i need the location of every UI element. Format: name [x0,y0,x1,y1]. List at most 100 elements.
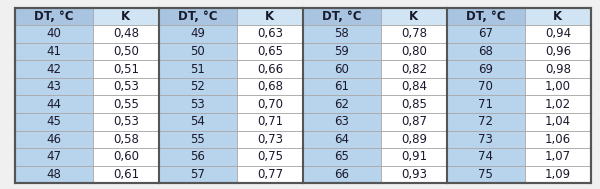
Text: 65: 65 [334,150,349,163]
Bar [381,8,447,25]
Text: 72: 72 [478,115,493,128]
Bar [159,113,237,131]
Bar [15,148,93,166]
Text: 0,94: 0,94 [545,27,571,40]
Text: 0,71: 0,71 [257,115,283,128]
Bar [303,148,381,166]
Text: K: K [553,10,562,23]
Text: 57: 57 [190,168,205,181]
Bar [237,43,303,60]
Text: 0,91: 0,91 [401,150,427,163]
Bar [15,60,93,78]
Bar [237,60,303,78]
Text: 51: 51 [190,63,205,76]
Text: K: K [265,10,274,23]
Text: 0,50: 0,50 [113,45,139,58]
Text: 0,75: 0,75 [257,150,283,163]
Bar [15,43,93,60]
Text: 0,65: 0,65 [257,45,283,58]
Bar [93,43,159,60]
Text: 1,00: 1,00 [545,80,571,93]
Bar [303,95,381,113]
Bar [159,60,237,78]
Text: 55: 55 [191,133,205,146]
Text: 0,77: 0,77 [257,168,283,181]
Bar [447,78,525,95]
Text: 49: 49 [190,27,205,40]
Bar [93,166,159,183]
Text: 0,60: 0,60 [113,150,139,163]
Bar [381,43,447,60]
Text: 74: 74 [478,150,493,163]
Bar [381,78,447,95]
Bar [303,78,381,95]
Text: 0,98: 0,98 [545,63,571,76]
Text: 0,96: 0,96 [545,45,571,58]
Text: 42: 42 [46,63,61,76]
Bar [93,60,159,78]
Bar [447,8,525,25]
Text: 63: 63 [334,115,349,128]
Text: 0,80: 0,80 [401,45,427,58]
Text: 0,93: 0,93 [401,168,427,181]
Bar [93,8,159,25]
Text: 43: 43 [46,80,61,93]
Bar [303,113,381,131]
Text: 54: 54 [190,115,205,128]
Bar [237,95,303,113]
Bar [93,131,159,148]
Text: 0,89: 0,89 [401,133,427,146]
Bar [159,78,237,95]
Text: 46: 46 [46,133,61,146]
Text: 70: 70 [478,80,493,93]
Text: 45: 45 [46,115,61,128]
Bar [237,113,303,131]
Bar [159,43,237,60]
Text: DT, °C: DT, °C [322,10,362,23]
Bar [15,25,93,43]
Bar [381,25,447,43]
Text: 44: 44 [46,98,61,111]
Text: 53: 53 [191,98,205,111]
Text: 0,82: 0,82 [401,63,427,76]
Bar [15,113,93,131]
Text: 0,48: 0,48 [113,27,139,40]
Bar [303,131,381,148]
Text: 1,07: 1,07 [545,150,571,163]
Bar [525,43,591,60]
Text: 56: 56 [190,150,205,163]
Bar [525,25,591,43]
Bar [237,131,303,148]
Bar [525,131,591,148]
Bar [159,166,237,183]
Bar [525,78,591,95]
Text: 0,85: 0,85 [401,98,427,111]
Text: 52: 52 [190,80,205,93]
Bar [93,78,159,95]
Bar [15,95,93,113]
Text: 0,73: 0,73 [257,133,283,146]
Bar [525,60,591,78]
Text: 47: 47 [46,150,61,163]
Bar [159,95,237,113]
Text: 0,53: 0,53 [113,80,139,93]
Bar [447,131,525,148]
Text: 0,61: 0,61 [113,168,139,181]
Bar [447,113,525,131]
Text: 1,09: 1,09 [545,168,571,181]
Bar [93,25,159,43]
Text: 50: 50 [191,45,205,58]
Bar [447,43,525,60]
Bar [237,25,303,43]
Bar [381,148,447,166]
Bar [525,95,591,113]
Bar [381,113,447,131]
Text: 0,87: 0,87 [401,115,427,128]
Bar [303,25,381,43]
Text: 0,78: 0,78 [401,27,427,40]
Bar [237,78,303,95]
Text: 0,70: 0,70 [257,98,283,111]
Bar [237,148,303,166]
Text: 0,58: 0,58 [113,133,139,146]
Text: 0,53: 0,53 [113,115,139,128]
